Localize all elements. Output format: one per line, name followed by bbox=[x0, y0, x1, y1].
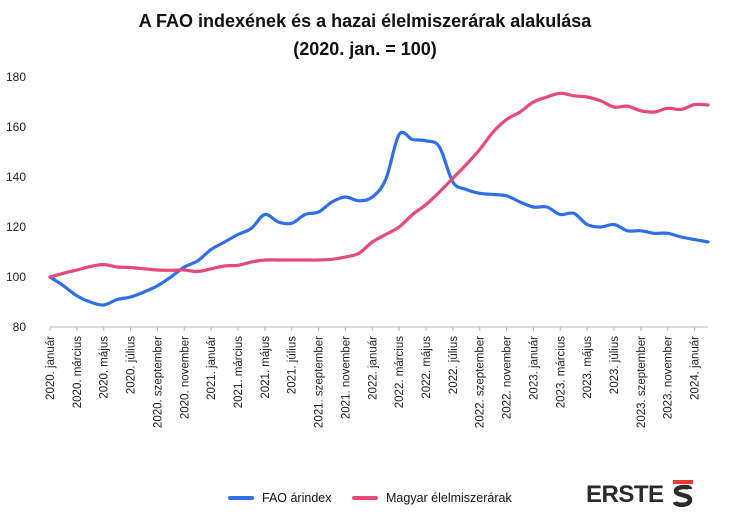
y-tick-label: 140 bbox=[6, 170, 26, 184]
y-tick-label: 120 bbox=[6, 220, 26, 234]
x-tick-label: 2022. január bbox=[367, 336, 379, 400]
x-tick-label: 2023. január bbox=[528, 336, 540, 400]
x-tick-label: 2022. július bbox=[448, 336, 460, 394]
y-tick-label: 100 bbox=[6, 270, 26, 284]
x-tick-label: 2020. szeptember bbox=[152, 336, 164, 428]
x-tick-label: 2023. május bbox=[582, 336, 594, 399]
y-tick-label: 180 bbox=[6, 70, 26, 84]
erste-logo: ERSTE bbox=[586, 480, 696, 510]
erste-s-icon bbox=[672, 480, 693, 507]
x-tick-label: 2023. november bbox=[663, 336, 675, 419]
legend-swatch-food bbox=[352, 496, 378, 500]
x-tick-label: 2021. november bbox=[340, 336, 352, 419]
chart-title-line-1: A FAO indexének és a hazai élelmiszerára… bbox=[138, 11, 592, 31]
y-tick-label: 80 bbox=[13, 320, 27, 334]
legend-item-food: Magyar élelmiszerárak bbox=[352, 491, 512, 505]
x-tick-label: 2020. május bbox=[99, 336, 111, 399]
x-tick-label: 2021. szeptember bbox=[314, 336, 326, 428]
x-tick-label: 2020. március bbox=[72, 336, 84, 408]
x-tick-label: 2023. szeptember bbox=[636, 336, 648, 428]
legend-label-food: Magyar élelmiszerárak bbox=[386, 491, 512, 505]
x-tick-label: 2020. november bbox=[179, 336, 191, 419]
chart-title-line-2: (2020. jan. = 100) bbox=[293, 39, 437, 59]
x-tick-label: 2021. március bbox=[233, 336, 245, 408]
y-tick-label: 160 bbox=[6, 120, 26, 134]
legend-item-fao: FAO árindex bbox=[228, 491, 331, 505]
series-line-fao bbox=[48, 130, 710, 307]
series-line-food bbox=[48, 91, 710, 279]
x-tick-label: 2023. március bbox=[555, 336, 567, 408]
x-tick-label: 2022. szeptember bbox=[475, 336, 487, 428]
legend-swatch-fao bbox=[228, 496, 254, 500]
x-tick-label: 2022. május bbox=[421, 336, 433, 399]
x-tick-label: 2021. május bbox=[260, 336, 272, 399]
x-tick-label: 2020. július bbox=[126, 336, 138, 394]
x-tick-label: 2021. január bbox=[206, 336, 218, 400]
legend-label-fao: FAO árindex bbox=[262, 491, 332, 505]
x-tick-label: 2020. január bbox=[45, 336, 57, 400]
x-tick-label: 2021. július bbox=[287, 336, 299, 394]
x-tick-label: 2022. november bbox=[502, 336, 514, 419]
x-tick-label: 2022. március bbox=[394, 336, 406, 408]
x-tick-label: 2023. július bbox=[609, 336, 621, 394]
logo-wordmark: ERSTE bbox=[586, 481, 664, 508]
x-tick-label: 2024. január bbox=[690, 336, 702, 400]
